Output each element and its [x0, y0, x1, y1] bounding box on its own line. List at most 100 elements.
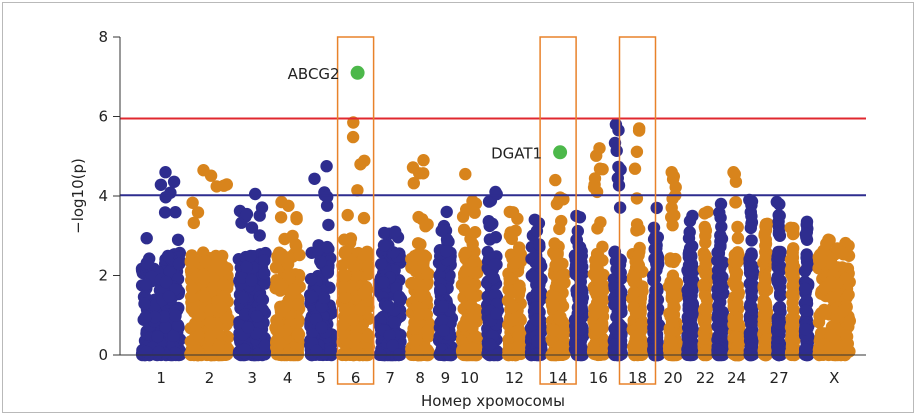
snp-point: [272, 326, 285, 339]
snp-point: [490, 307, 503, 320]
snp-point: [217, 277, 230, 291]
snp-point: [488, 258, 502, 271]
snp-point: [614, 163, 627, 176]
y-tick-label: 4: [98, 187, 108, 205]
snp-point: [306, 326, 319, 339]
snp-point: [358, 154, 371, 167]
chromosome-points-X: [812, 233, 856, 362]
snp-point: [321, 190, 334, 204]
snp-point: [731, 221, 744, 234]
x-tick-label: 14: [549, 369, 568, 387]
snp-point: [626, 270, 640, 283]
snp-point: [171, 319, 185, 332]
chromosome-points-29: [798, 215, 815, 362]
snp-point: [665, 211, 678, 224]
snp-point: [772, 227, 786, 240]
snp-point: [482, 195, 496, 208]
snp-point: [588, 172, 602, 185]
snp-point: [169, 309, 182, 322]
snp-point: [785, 288, 798, 301]
snp-point: [682, 259, 696, 272]
snp-point: [437, 324, 450, 337]
snp-point: [274, 211, 288, 224]
snp-point: [571, 224, 584, 238]
highlighted-snps-layer: ABCG2 DGAT1: [288, 65, 568, 162]
snp-point: [630, 192, 644, 205]
snp-point: [632, 249, 645, 262]
snp-point: [172, 257, 186, 271]
snp-point: [593, 297, 606, 310]
chromosome-points-11: [481, 185, 505, 362]
snp-point: [187, 216, 200, 230]
snp-point: [199, 255, 212, 268]
snp-point: [747, 279, 760, 293]
chromosome-points-10: [455, 167, 484, 362]
x-tick-label: 22: [696, 369, 715, 387]
snp-point: [274, 305, 288, 318]
snp-point: [320, 199, 334, 212]
snp-point: [435, 314, 449, 327]
snp-point: [159, 191, 172, 204]
snp-point: [759, 273, 772, 286]
snp-point: [258, 339, 272, 352]
peak-snp-point: [593, 142, 606, 155]
peak-snp-point: [727, 166, 740, 179]
snp-point: [468, 206, 481, 219]
data-points-layer: [135, 116, 856, 362]
snp-point: [338, 303, 352, 316]
snp-point: [487, 271, 500, 285]
snp-point: [594, 216, 607, 229]
snp-point: [529, 301, 543, 314]
snp-point: [471, 266, 484, 280]
peak-snp-point: [701, 205, 714, 219]
gene-label-abcg2: ABCG2: [288, 65, 340, 83]
snp-point: [745, 210, 758, 223]
snp-point: [732, 286, 745, 299]
x-tick-label: 4: [283, 369, 293, 387]
snp-point: [419, 220, 432, 233]
snp-point: [799, 228, 813, 241]
snp-point: [167, 175, 181, 188]
snp-point: [531, 287, 544, 300]
snp-point: [530, 313, 543, 327]
snp-point: [758, 322, 771, 335]
snp-point: [506, 313, 520, 326]
snp-point: [647, 221, 661, 234]
highlighted-snp-abcg2: [350, 65, 365, 80]
snp-point: [337, 280, 351, 293]
highlight-box-chr-14: [539, 36, 577, 385]
snp-point: [506, 300, 519, 313]
y-tick-label: 2: [98, 267, 108, 285]
snp-point: [239, 308, 252, 321]
chromosome-points-14: [545, 173, 571, 362]
snp-point: [324, 345, 337, 358]
snp-point: [589, 345, 602, 358]
snp-point: [786, 249, 799, 262]
snp-point: [572, 339, 585, 352]
snp-point: [669, 252, 682, 266]
snp-point: [667, 279, 680, 293]
snp-point: [378, 226, 391, 240]
chromosome-points-7: [372, 225, 408, 362]
x-tick-label: 10: [460, 369, 479, 387]
snp-point: [555, 277, 568, 291]
snp-point: [244, 249, 257, 263]
peak-snp-point: [197, 164, 210, 177]
snp-point: [596, 163, 609, 176]
snp-point: [435, 224, 448, 237]
snp-point: [824, 275, 838, 289]
snp-point: [393, 290, 406, 303]
snp-point: [597, 283, 610, 296]
x-tick-label: 16: [589, 369, 608, 387]
snp-point: [457, 223, 471, 236]
snp-point: [305, 290, 318, 304]
snp-point: [714, 295, 727, 309]
snp-point: [152, 345, 165, 359]
peak-snp-point: [459, 167, 472, 181]
snp-point: [664, 310, 677, 323]
snp-point: [557, 193, 570, 206]
snp-point: [421, 324, 434, 338]
snp-point: [608, 136, 622, 150]
peak-snp-point: [440, 205, 453, 219]
snp-point: [552, 340, 566, 354]
